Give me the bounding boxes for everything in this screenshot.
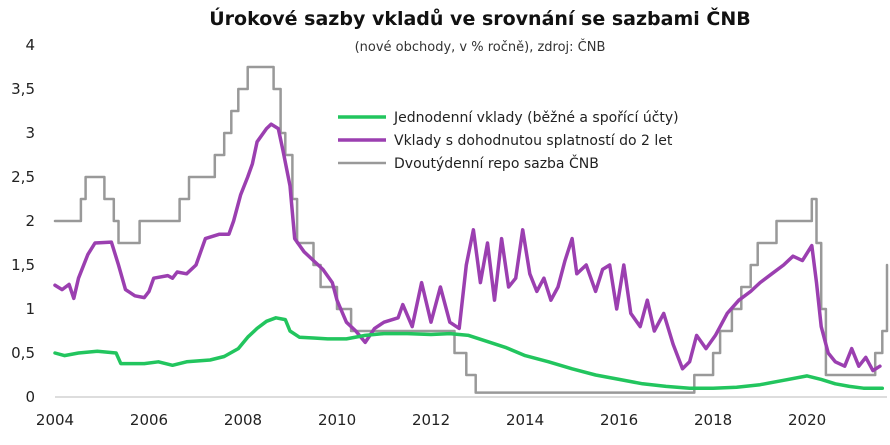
y-tick-label: 3: [25, 124, 35, 142]
x-tick-label: 2016: [600, 411, 638, 429]
x-tick-label: 2006: [130, 411, 168, 429]
x-tick-label: 2008: [224, 411, 262, 429]
x-tick-label: 2018: [694, 411, 732, 429]
y-tick-label: 4: [25, 36, 35, 54]
series-line-2: [53, 65, 889, 394]
x-tick-label: 2004: [36, 411, 74, 429]
legend-label: Dvoutýdenní repo sazba ČNB: [394, 154, 599, 172]
series-layer: [53, 65, 889, 394]
series-line-0: [53, 316, 885, 390]
legend-label: Vklady s dohodnutou splatností do 2 let: [394, 133, 673, 149]
y-tick-label: 3,5: [11, 80, 35, 98]
x-axis-ticks: 2004 2006 2008 2010 2012 2014 2016 2018 2020: [36, 411, 826, 429]
y-axis-ticks: 0 0,5 1 1,5 2 2,5 3 3,5 4: [11, 36, 35, 406]
y-tick-label: 2,5: [11, 168, 35, 186]
chart-title: Úrokové sazby vkladů ve srovnání se sazb…: [209, 6, 750, 30]
x-tick-label: 2010: [318, 411, 356, 429]
y-tick-label: 2: [25, 212, 35, 230]
y-tick-label: 0: [25, 388, 35, 406]
chart-subtitle: (nové obchody, v % ročně), zdroj: ČNB: [355, 39, 606, 55]
x-tick-label: 2014: [506, 411, 544, 429]
x-tick-label: 2020: [788, 411, 826, 429]
x-tick-label: 2012: [412, 411, 450, 429]
y-tick-label: 0,5: [11, 344, 35, 362]
y-tick-label: 1: [25, 300, 35, 318]
y-tick-label: 1,5: [11, 256, 35, 274]
series-line-1: [53, 122, 882, 373]
legend: Jednodenní vklady (běžné a spořící účty)…: [338, 110, 679, 172]
legend-label: Jednodenní vklady (běžné a spořící účty): [393, 110, 679, 126]
